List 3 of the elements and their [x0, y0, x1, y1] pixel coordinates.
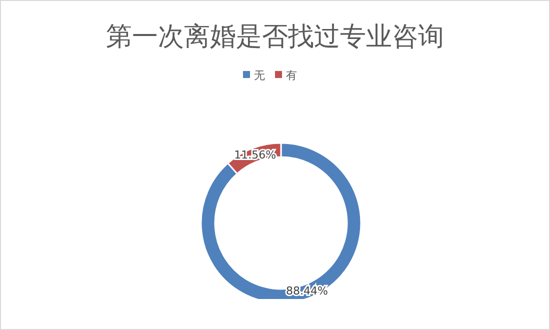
legend-label: 无: [254, 69, 265, 82]
chart-title: 第一次离婚是否找过专业咨询: [105, 21, 445, 54]
legend-label: 有: [286, 69, 297, 82]
